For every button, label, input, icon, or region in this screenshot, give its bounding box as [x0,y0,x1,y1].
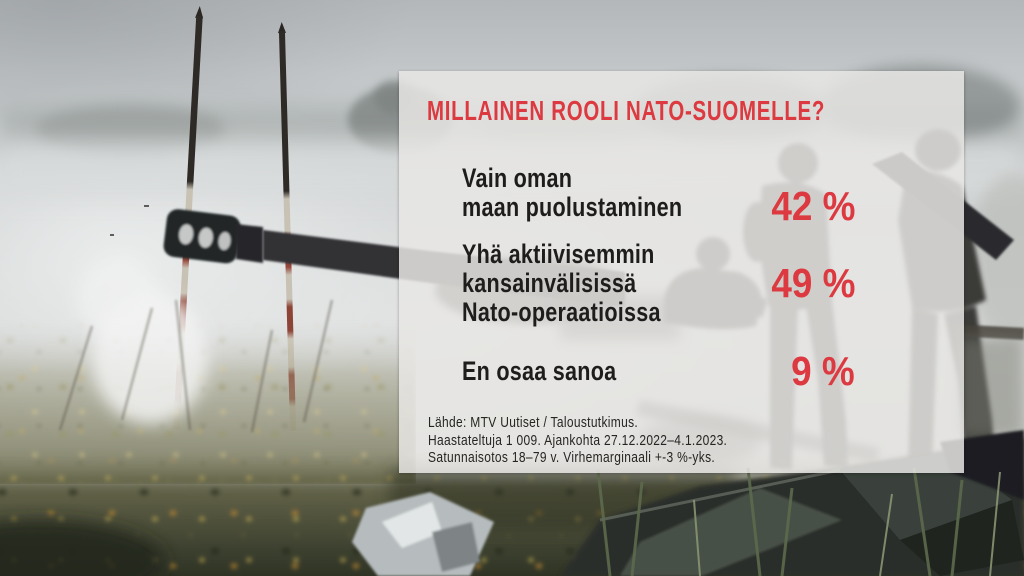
poll-option-value: 42 % [770,182,855,229]
source-line: Lähde: MTV Uutiset / Taloustutkimus. [428,414,639,431]
fence-bar [951,324,1024,438]
poll-option-label: Yhä aktiivisemmin kansainvälisissä Nato-… [462,239,661,327]
muzzle-brake [163,209,241,264]
silver-tarp [352,492,494,576]
grass-blades [596,467,1001,576]
source-line: Haastateltuja 1 009. Ajankohta 27.12.202… [428,431,728,449]
source-line: Satunnaisotos 18–79 v. Virhemarginaali +… [428,449,716,466]
poll-rows: Vain oman maan puolustaminen 42 % Yhä ak… [462,164,855,392]
poll-option-value: 49 % [770,260,855,306]
poll-row: Yhä aktiivisemmin kansainvälisissä Nato-… [462,240,855,327]
dark-corner [0,520,165,576]
poll-title: MILLAINEN ROOLI NATO-SUOMELLE? [427,95,826,126]
poll-option-value: 9 % [791,348,855,394]
birds [110,205,149,236]
poll-row: En osaa sanoa 9 % [462,351,855,392]
poll-panel: MILLAINEN ROOLI NATO-SUOMELLE? Vain oman… [399,71,964,473]
barrel-collar [236,224,263,263]
poll-option-label: En osaa sanoa [462,356,617,386]
smoke [76,258,208,424]
branches [59,299,333,433]
source-note: Lähde: MTV Uutiset / Taloustutkimus. Haa… [428,414,857,467]
poll-option-label: Vain oman maan puolustaminen [462,163,683,222]
poll-row: Vain oman maan puolustaminen 42 % [462,163,855,227]
